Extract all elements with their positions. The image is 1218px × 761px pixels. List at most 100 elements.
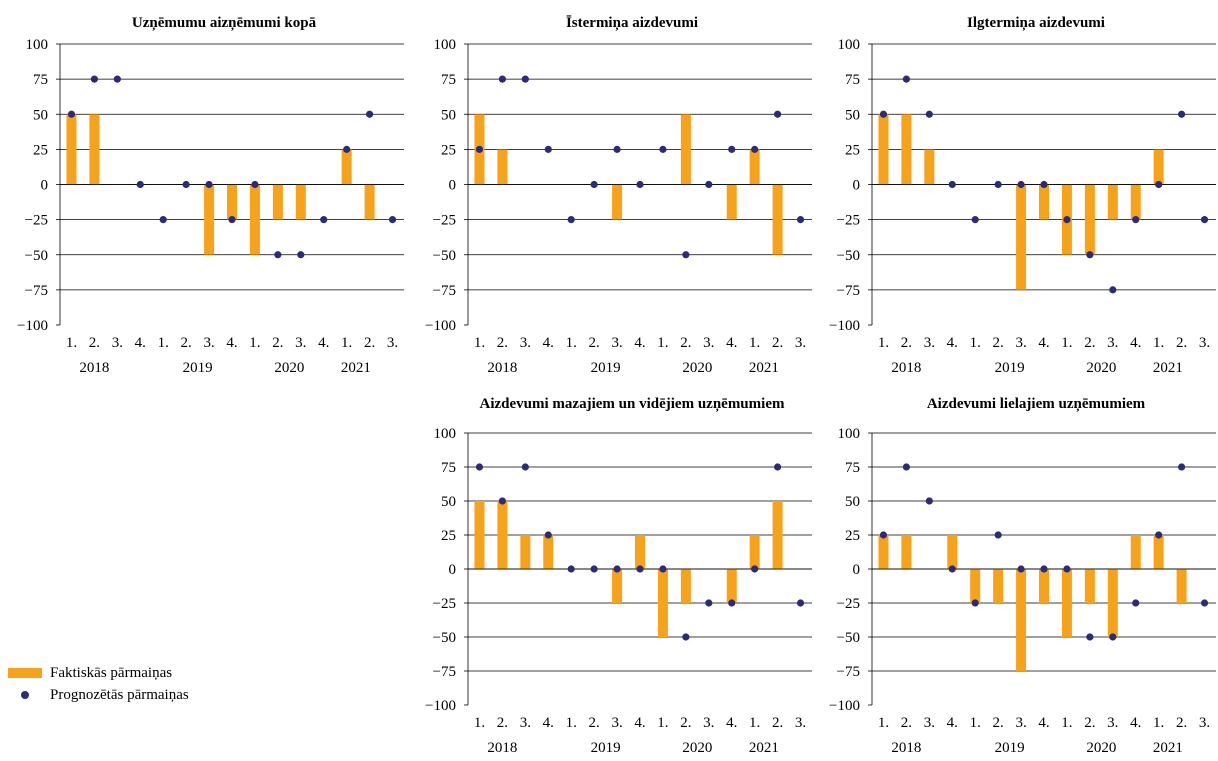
bar: [1176, 569, 1187, 603]
year-label: 2021: [341, 360, 371, 376]
forecast-point: [251, 180, 259, 189]
bar: [749, 149, 760, 185]
y-tick-label: −75: [25, 283, 48, 299]
x-tick-label: 1.: [970, 335, 981, 351]
x-tick-label: 1.: [970, 715, 981, 731]
bar: [520, 535, 531, 569]
year-label: 2020: [1086, 740, 1116, 756]
bar: [1153, 149, 1164, 185]
forecast-point: [544, 145, 552, 153]
x-tick-label: 2.: [1084, 335, 1095, 351]
bar: [726, 184, 737, 220]
forecast-point: [228, 216, 236, 224]
legend: Faktiskās pārmaiņas Prognozētās pārmaiņa…: [8, 662, 189, 706]
x-tick-label: 2.: [901, 335, 912, 351]
forecast-point: [67, 110, 76, 118]
y-tick-label: −100: [425, 698, 456, 714]
x-tick-label: 3.: [520, 715, 531, 731]
forecast-point: [1040, 180, 1048, 189]
x-tick-label: 1.: [749, 335, 760, 351]
y-tick-label: −100: [829, 318, 860, 334]
y-tick-label: 50: [845, 494, 860, 510]
legend-forecast-label: Prognozētās pārmaiņas: [50, 686, 189, 703]
forecast-point: [948, 565, 956, 573]
y-tick-label: −50: [25, 248, 48, 264]
x-tick-label: 4.: [318, 335, 329, 351]
x-tick-label: 3.: [924, 335, 935, 351]
bar: [227, 184, 237, 220]
x-tick-label: 3.: [703, 335, 714, 351]
forecast-point: [320, 216, 328, 224]
bar: [993, 569, 1004, 603]
x-tick-label: 3.: [520, 335, 531, 351]
x-tick-label: 1.: [66, 335, 77, 351]
forecast-point: [544, 531, 552, 539]
x-tick-label: 1.: [474, 335, 485, 351]
forecast-point: [925, 110, 933, 118]
x-tick-label: 4.: [726, 335, 737, 351]
forecast-point: [971, 599, 979, 607]
y-tick-label: 50: [441, 494, 456, 510]
x-tick-label: 4.: [226, 335, 237, 351]
forecast-point: [475, 463, 484, 471]
forecast-point: [274, 251, 282, 259]
forecast-point: [567, 565, 575, 573]
chart-title: Aizdevumi mazajiem un vidējiem uzņēmumie…: [480, 396, 785, 412]
forecast-point: [205, 180, 213, 189]
x-tick-label: 3.: [1015, 715, 1026, 731]
bar: [878, 535, 889, 569]
y-tick-label: 100: [838, 426, 861, 442]
x-tick-label: 1.: [878, 335, 889, 351]
forecast-point: [521, 463, 529, 471]
forecast-point: [902, 463, 910, 471]
bar: [924, 149, 935, 185]
bar: [1084, 569, 1095, 603]
forecast-point: [659, 145, 667, 153]
y-tick-label: −25: [837, 596, 860, 612]
forecast-point: [613, 145, 621, 153]
forecast-point: [1132, 599, 1140, 607]
forecast-point: [705, 599, 713, 607]
forecast-point: [567, 216, 575, 224]
year-label: 2019: [995, 360, 1025, 376]
y-tick-label: −25: [25, 213, 48, 229]
forecast-point: [1155, 531, 1163, 539]
y-tick-label: −25: [837, 213, 860, 229]
forecast-point: [774, 110, 782, 118]
chart-panel-total: Uzņēmumu aizņēmumi kopā 100 75 50 25 0 −25 −50 −…: [0, 0, 410, 390]
y-tick-label: 50: [845, 107, 860, 123]
x-tick-label: 3.: [795, 335, 806, 351]
x-tick-label: 2.: [1176, 715, 1187, 731]
bar: [89, 114, 100, 185]
bar: [295, 184, 306, 220]
bar: [497, 501, 508, 569]
x-tick-label: 2.: [993, 335, 1004, 351]
bar: [1039, 569, 1049, 603]
x-tick-label: 3.: [1107, 715, 1118, 731]
y-tick-label: 100: [434, 426, 457, 442]
x-tick-label: 1.: [1153, 335, 1164, 351]
x-tick-label: 2.: [1084, 715, 1095, 731]
forecast-point: [728, 145, 736, 153]
year-label: 2020: [1086, 360, 1116, 376]
forecast-point: [751, 565, 759, 573]
y-tick-label: −100: [425, 318, 456, 334]
x-tick-label: 3.: [112, 335, 123, 351]
forecast-point: [682, 251, 690, 259]
bar: [1107, 569, 1118, 637]
x-tick-label: 4.: [135, 335, 146, 351]
forecast-point: [925, 497, 933, 505]
forecast-point: [659, 565, 667, 573]
x-tick-label: 3.: [611, 335, 622, 351]
forecast-point: [590, 180, 598, 189]
legend-dot-swatch: [8, 691, 42, 699]
legend-actual-label: Faktiskās pārmaiņas: [50, 664, 173, 681]
forecast-point: [498, 497, 506, 505]
forecast-point: [159, 216, 167, 224]
forecast-point: [1155, 180, 1163, 189]
chart-large: Aizdevumi lielajiem uzņēmumiem 100 75 50 25 0…: [829, 396, 1216, 756]
bar: [772, 501, 783, 569]
legend-item-actual: Faktiskās pārmaiņas: [8, 662, 189, 684]
chart-title: Uzņēmumu aizņēmumi kopā: [132, 15, 317, 31]
x-tick-label: 2.: [89, 335, 100, 351]
